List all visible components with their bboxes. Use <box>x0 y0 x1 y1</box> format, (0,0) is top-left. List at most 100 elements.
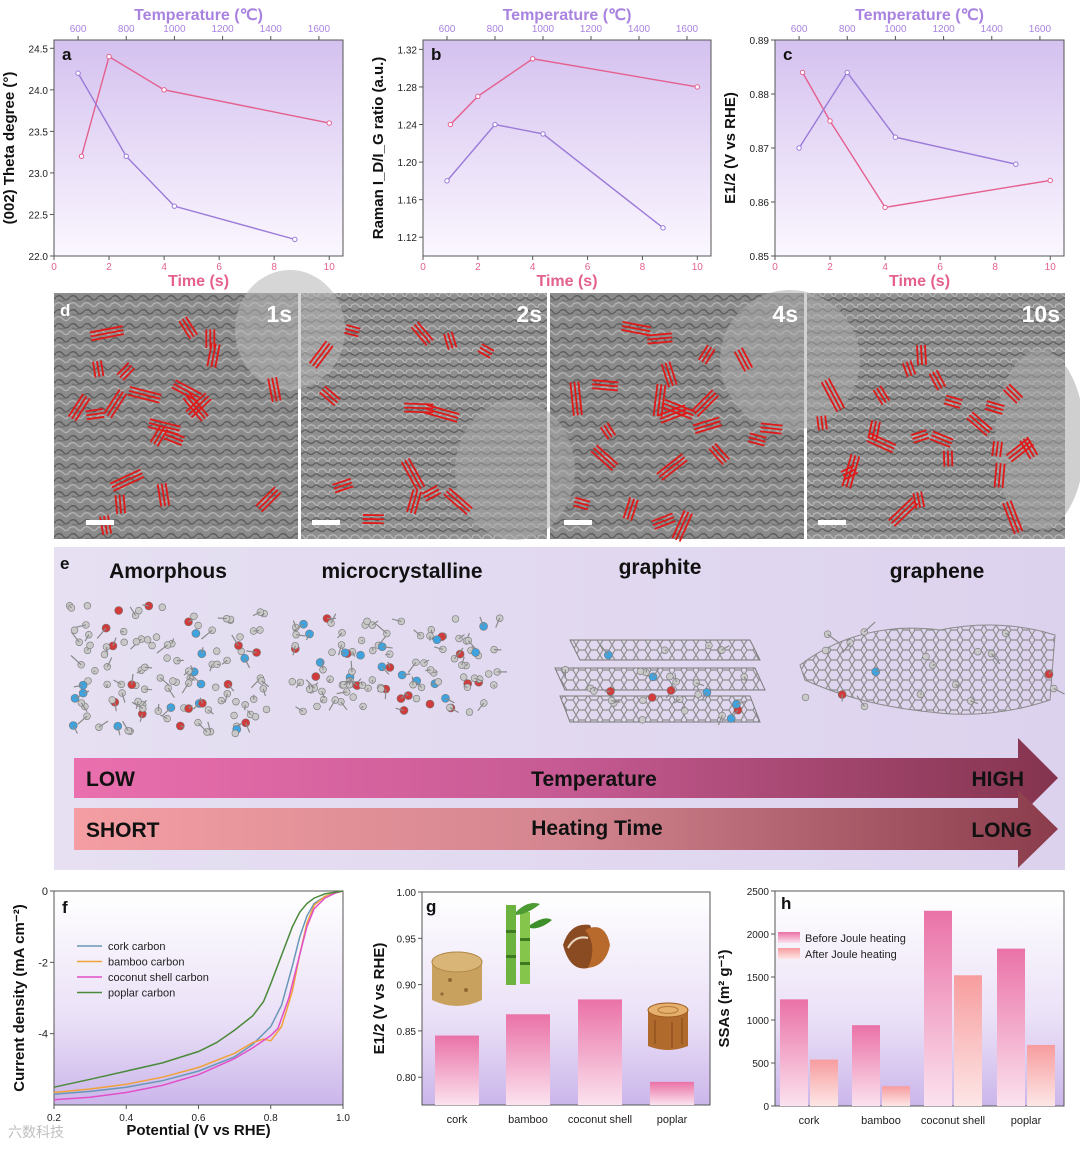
atom <box>434 678 442 686</box>
plot-area <box>774 39 1065 257</box>
atom <box>230 711 238 720</box>
bond <box>361 639 364 642</box>
bond <box>217 663 221 666</box>
x-tick-label: 6 <box>937 262 943 273</box>
series-line-temperature <box>77 72 296 241</box>
bond <box>84 634 90 642</box>
lattice-fringe <box>697 344 716 365</box>
y-axis-label: E1/2 (V vs RHE) <box>722 92 739 204</box>
lattice-fringe <box>443 487 473 516</box>
bond <box>431 683 436 686</box>
lattice-fringe <box>185 392 212 419</box>
bond <box>261 680 270 688</box>
bond <box>652 668 660 678</box>
tem-label-2s: 2s <box>516 301 542 327</box>
bond <box>351 651 356 657</box>
atom <box>108 696 116 704</box>
atom <box>666 672 674 681</box>
lattice-fringe <box>178 316 198 340</box>
y-tick-label: 1.00 <box>397 888 417 899</box>
bamboo-illustration <box>506 903 552 985</box>
lattice-fringe <box>1002 500 1024 535</box>
bond <box>404 692 409 697</box>
bond <box>292 620 297 628</box>
x-tick-label: poplar <box>657 1114 688 1126</box>
bond <box>253 629 259 632</box>
x-tick-label: coconut shell <box>921 1115 985 1127</box>
data-point <box>123 153 129 160</box>
bond <box>1005 632 1011 636</box>
series-line <box>53 890 344 1094</box>
data-point <box>892 134 899 140</box>
bond <box>113 679 122 685</box>
atom <box>86 641 94 649</box>
bond <box>129 606 137 616</box>
lattice-fringe <box>156 482 171 507</box>
series-line <box>53 890 344 1101</box>
bond <box>337 644 343 656</box>
x-axis-label: Time (s) <box>168 273 229 290</box>
atom <box>132 637 141 646</box>
lattice-fringe <box>928 369 947 391</box>
bond <box>321 691 325 699</box>
bond <box>245 722 251 733</box>
bond <box>382 646 393 649</box>
bond <box>199 697 203 704</box>
y-tick-label: 0.87 <box>750 144 770 155</box>
lattice-fringe <box>759 422 783 435</box>
legend-swatch <box>778 948 800 959</box>
bond <box>190 665 195 673</box>
bond <box>991 653 1001 665</box>
atom <box>647 693 657 702</box>
atom <box>328 648 336 656</box>
lattice-fringe <box>747 432 767 447</box>
lattice-fringe <box>599 422 617 440</box>
lattice-fringe <box>85 408 105 421</box>
bond <box>192 702 200 710</box>
plot-area <box>53 890 344 1106</box>
x2-tick-label: 1600 <box>1029 24 1052 35</box>
heating-time-long-label: LONG <box>971 819 1032 842</box>
lattice-fringe <box>92 360 105 378</box>
structure-label-graphite: graphite <box>619 556 702 579</box>
atom <box>326 675 334 683</box>
bond <box>493 684 496 687</box>
bond <box>142 604 149 607</box>
amorphous-model <box>65 601 271 738</box>
lattice-fringe <box>267 376 282 403</box>
atom <box>460 673 468 681</box>
x-tick-label: 10 <box>324 262 336 273</box>
lattice-fringe <box>646 332 673 345</box>
atom <box>432 635 442 645</box>
chart-f: 0.2 0.4 0.6 0.8 1.0 0 -2 -4 Potential (V vs RHE)… <box>11 886 350 1139</box>
bond <box>121 692 126 703</box>
atom <box>639 696 647 705</box>
y-tick-label: 2500 <box>747 887 770 898</box>
lattice-fringe <box>943 394 963 409</box>
bond <box>875 669 882 673</box>
lattice-fringe <box>421 485 442 502</box>
bond <box>295 706 304 712</box>
bond <box>156 644 168 654</box>
bond <box>360 705 364 709</box>
chart-b: 0 2 4 6 8 10 600 800 1000 1200 1400 1600 1.12 1.16 1.2… <box>370 7 712 290</box>
bond <box>224 693 228 703</box>
atom <box>163 654 171 662</box>
x-tick-label: 0.4 <box>119 1113 133 1124</box>
atom <box>718 646 726 654</box>
panel-letter-e: e <box>60 554 69 573</box>
atom <box>120 638 128 646</box>
atom <box>163 714 171 723</box>
lattice-fringe <box>332 477 354 494</box>
bond <box>201 629 213 640</box>
x-tick-label: 2 <box>106 262 112 273</box>
plot-area <box>53 39 344 257</box>
bar-before <box>997 948 1025 1106</box>
lattice-fringe <box>820 377 846 413</box>
lattice-fringe <box>692 416 722 435</box>
bond <box>350 660 353 672</box>
bond <box>144 688 152 691</box>
atom <box>485 670 493 678</box>
atom <box>256 626 264 634</box>
bond <box>1048 669 1054 675</box>
